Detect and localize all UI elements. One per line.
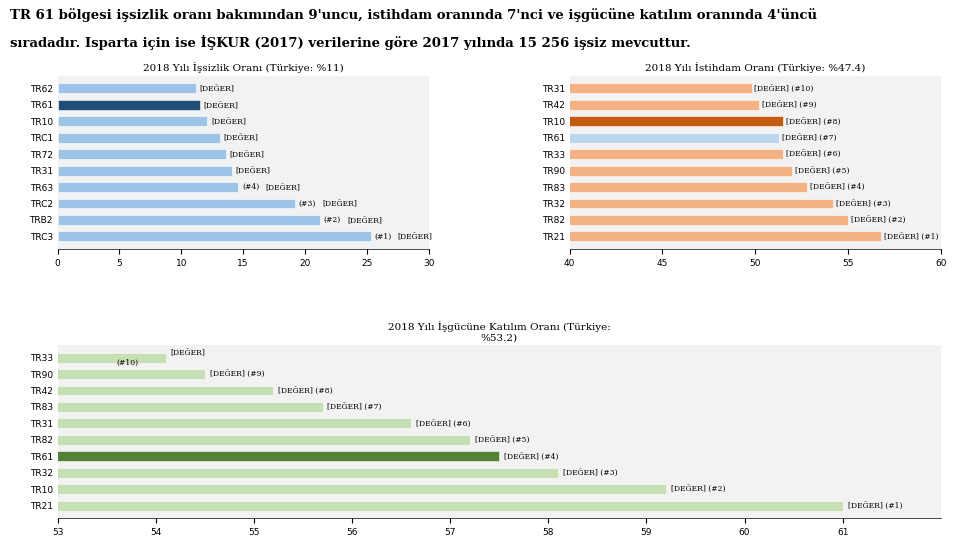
Title: 2018 Yılı İşgücüne Katılım Oranı (Türkiye:
%53.2): 2018 Yılı İşgücüne Katılım Oranı (Türkiy… <box>388 321 611 342</box>
Text: [DEĞER]: [DEĞER] <box>236 167 271 174</box>
Text: [DEĞER] (#3): [DEĞER] (#3) <box>563 469 617 477</box>
Text: sıradadır. Isparta için ise İŞKUR (2017) verilerine göre 2017 yılında 15 256 işs: sıradadır. Isparta için ise İŞKUR (2017)… <box>10 35 690 50</box>
Text: (#1): (#1) <box>374 232 392 240</box>
Bar <box>0 84 752 93</box>
Bar <box>0 100 759 110</box>
Bar <box>0 386 274 395</box>
Text: [DEĞER]: [DEĞER] <box>211 117 246 125</box>
Bar <box>0 199 833 208</box>
Bar <box>58 182 238 192</box>
Bar <box>58 232 371 241</box>
Title: 2018 Yılı İşsizlik Oranı (Türkiye: %11): 2018 Yılı İşsizlik Oranı (Türkiye: %11) <box>143 63 344 73</box>
Text: [DEĞER] (#1): [DEĞER] (#1) <box>884 232 939 240</box>
Text: [DEĞER] (#2): [DEĞER] (#2) <box>671 485 726 493</box>
Bar <box>58 166 232 176</box>
Text: [DEĞER]: [DEĞER] <box>348 216 382 224</box>
Text: [DEĞER] (#7): [DEĞER] (#7) <box>782 134 837 142</box>
Text: [DEĞER] (#2): [DEĞER] (#2) <box>851 216 905 224</box>
Text: [DEĞER] (#7): [DEĞER] (#7) <box>327 403 382 411</box>
Bar <box>58 199 295 208</box>
Bar <box>0 501 843 510</box>
Bar <box>58 100 200 110</box>
Text: [DEĞER] (#5): [DEĞER] (#5) <box>474 436 529 444</box>
Text: [DEĞER]: [DEĞER] <box>229 150 264 158</box>
Text: [DEĞER] (#4): [DEĞER] (#4) <box>810 183 865 191</box>
Text: [DEĞER] (#4): [DEĞER] (#4) <box>504 452 559 460</box>
Text: [DEĞER]: [DEĞER] <box>200 84 235 92</box>
Bar <box>0 353 165 362</box>
Text: [DEĞER] (#8): [DEĞER] (#8) <box>278 387 333 395</box>
Bar <box>0 149 783 159</box>
Bar <box>0 402 323 412</box>
Bar <box>0 468 558 477</box>
Bar <box>0 451 499 461</box>
Bar <box>0 418 411 428</box>
Bar <box>0 215 848 225</box>
Text: TR 61 bölgesi işsizlik oranı bakımından 9'uncu, istihdam oranında 7'nci ve işgüc: TR 61 bölgesi işsizlik oranı bakımından … <box>10 8 817 22</box>
Text: [DEĞER] (#3): [DEĞER] (#3) <box>836 199 891 207</box>
Bar <box>58 117 207 126</box>
Text: [DEĞER]: [DEĞER] <box>323 200 357 207</box>
Text: [DEĞER] (#5): [DEĞER] (#5) <box>795 166 850 175</box>
Bar <box>0 435 469 445</box>
Bar <box>0 484 666 494</box>
Text: [DEĞER] (#6): [DEĞER] (#6) <box>416 419 470 428</box>
Text: (#2): (#2) <box>324 216 341 224</box>
Bar <box>58 149 226 159</box>
Bar <box>58 215 320 225</box>
Text: (#3): (#3) <box>299 200 316 207</box>
Bar <box>0 133 780 143</box>
Text: [DEĞER] (#6): [DEĞER] (#6) <box>786 150 840 158</box>
Bar <box>0 166 792 176</box>
Text: [DEĞER]: [DEĞER] <box>171 348 205 356</box>
Bar <box>0 369 204 379</box>
Text: [DEĞER]: [DEĞER] <box>204 101 238 109</box>
Text: (#4): (#4) <box>242 183 259 191</box>
Bar <box>58 84 196 93</box>
Bar <box>0 182 807 192</box>
Bar <box>0 117 783 126</box>
Text: [DEĞER] (#9): [DEĞER] (#9) <box>209 370 264 378</box>
Text: [DEĞER]: [DEĞER] <box>265 183 300 191</box>
Text: [DEĞER] (#10): [DEĞER] (#10) <box>755 84 814 92</box>
Title: 2018 Yılı İstihdam Oranı (Türkiye: %47.4): 2018 Yılı İstihdam Oranı (Türkiye: %47.4… <box>645 63 866 73</box>
Bar <box>58 133 220 143</box>
Text: [DEĞER] (#9): [DEĞER] (#9) <box>761 101 816 109</box>
Bar <box>0 232 881 241</box>
Text: [DEĞER]: [DEĞER] <box>224 134 258 142</box>
Text: (#10): (#10) <box>116 359 138 367</box>
Text: [DEĞER] (#1): [DEĞER] (#1) <box>848 502 902 510</box>
Text: [DEĞER] (#8): [DEĞER] (#8) <box>786 117 840 125</box>
Text: [DEĞER]: [DEĞER] <box>397 232 433 240</box>
